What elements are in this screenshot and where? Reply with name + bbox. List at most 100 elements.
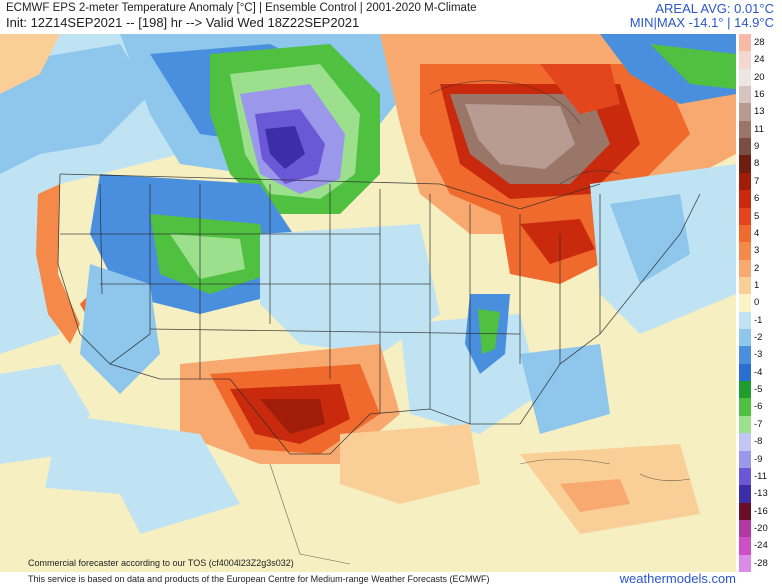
legend-label: 5	[754, 210, 760, 222]
legend-label: -3	[754, 349, 763, 361]
legend-item: -4	[738, 363, 782, 382]
legend-item: 24	[738, 51, 782, 69]
legend-item: 3	[738, 242, 782, 260]
legend-label: 28	[754, 37, 765, 48]
legend-label: -1	[754, 314, 763, 326]
legend-swatch	[739, 155, 751, 173]
legend-swatch	[739, 363, 751, 382]
legend-label: -4	[754, 366, 763, 378]
legend-swatch	[739, 467, 751, 486]
legend-label: -20	[754, 522, 768, 534]
legend-label: 13	[754, 106, 765, 118]
legend-swatch	[739, 450, 751, 468]
legend-label: 3	[754, 245, 760, 257]
legend-swatch	[739, 103, 751, 121]
map-canvas	[0, 34, 736, 572]
legend-label: -13	[754, 488, 768, 500]
legend-label: 16	[754, 89, 765, 101]
legend-item: -11	[738, 467, 782, 486]
legend-item: 13	[738, 103, 782, 121]
legend-label: -5	[754, 384, 763, 396]
legend-label: 20	[754, 71, 765, 83]
legend-label: 11	[754, 123, 764, 135]
legend-item: -6	[738, 398, 782, 416]
legend-item: -8	[738, 433, 782, 451]
legend-item: 7	[738, 172, 782, 191]
legend-item: 6	[738, 190, 782, 208]
legend-label: -28	[754, 557, 768, 569]
legend-item: -9	[738, 450, 782, 468]
legend-swatch	[739, 242, 751, 260]
legend-item: 1	[738, 276, 782, 295]
legend-label: 1	[754, 279, 760, 291]
min-max-readout: MIN|MAX -14.1° | 14.9°C	[629, 15, 774, 30]
legend-item: 9	[738, 138, 782, 156]
legend-item: 28	[738, 34, 782, 52]
legend-label: 7	[754, 175, 760, 187]
legend-item: 0	[738, 294, 782, 312]
legend-item: 2	[738, 259, 782, 277]
legend-swatch	[739, 138, 751, 156]
legend-swatch	[739, 120, 751, 139]
temperature-anomaly-map	[0, 34, 736, 572]
legend-label: -9	[754, 453, 763, 465]
legend-label: 0	[754, 297, 760, 309]
legend-item: 8	[738, 155, 782, 173]
legend-swatch	[739, 311, 751, 330]
ecmwf-attribution: This service is based on data and produc…	[28, 574, 490, 584]
legend-swatch	[739, 433, 751, 451]
legend-item: -24	[738, 537, 782, 555]
legend-label: -8	[754, 436, 763, 448]
color-scale-legend: 28 24 20 16 13 11 9 8 7 6 5 4 3 2 1 0 -1 -2 -3 -4 -5 -6 -7 -8 -9…	[738, 34, 782, 572]
legend-label: 6	[754, 193, 760, 205]
legend-item: -20	[738, 519, 782, 538]
legend-swatch	[739, 502, 751, 520]
legend-swatch	[739, 68, 751, 87]
legend-swatch	[739, 398, 751, 416]
legend-swatch	[739, 172, 751, 191]
legend-item: -5	[738, 381, 782, 399]
legend-label: -7	[754, 418, 763, 430]
legend-label: 2	[754, 262, 760, 274]
areal-average: AREAL AVG: 0.01°C	[655, 1, 774, 16]
legend-swatch	[739, 276, 751, 295]
legend-swatch	[739, 381, 751, 399]
legend-item: 11	[738, 120, 782, 139]
legend-label: -2	[754, 332, 763, 344]
legend-swatch	[739, 519, 751, 538]
legend-swatch	[739, 86, 751, 104]
legend-item: -7	[738, 415, 782, 434]
legend-swatch	[739, 346, 751, 364]
init-valid-line: Init: 12Z14SEP2021 -- [198] hr --> Valid…	[6, 15, 360, 30]
legend-item: 5	[738, 207, 782, 225]
legend-item: -13	[738, 485, 782, 503]
legend-swatch	[739, 415, 751, 434]
legend-label: -16	[754, 505, 768, 517]
legend-swatch	[739, 207, 751, 225]
legend-item: -3	[738, 346, 782, 364]
legend-label: -6	[754, 401, 763, 413]
legend-label: 24	[754, 54, 765, 66]
legend-swatch	[739, 294, 751, 312]
legend-item: 16	[738, 86, 782, 104]
legend-label: 9	[754, 141, 760, 153]
brand-link[interactable]: weathermodels.com	[619, 571, 736, 586]
legend-swatch	[739, 34, 751, 52]
legend-label: 8	[754, 158, 760, 170]
legend-swatch	[739, 51, 751, 69]
legend-item: 20	[738, 68, 782, 87]
boundary-lines	[57, 173, 701, 455]
legend-label: -24	[754, 540, 768, 552]
legend-item: -1	[738, 311, 782, 330]
legend-item: 4	[738, 224, 782, 243]
header: ECMWF EPS 2-meter Temperature Anomaly [°…	[0, 0, 782, 32]
legend-label: 4	[754, 227, 760, 239]
legend-swatch	[739, 190, 751, 208]
legend-swatch	[739, 537, 751, 555]
legend-swatch	[739, 329, 751, 347]
map-title: ECMWF EPS 2-meter Temperature Anomaly [°…	[6, 2, 477, 14]
tos-notice: Commercial forecaster according to our T…	[28, 558, 294, 568]
legend-swatch	[739, 485, 751, 503]
legend-swatch	[739, 224, 751, 243]
legend-swatch	[739, 259, 751, 277]
